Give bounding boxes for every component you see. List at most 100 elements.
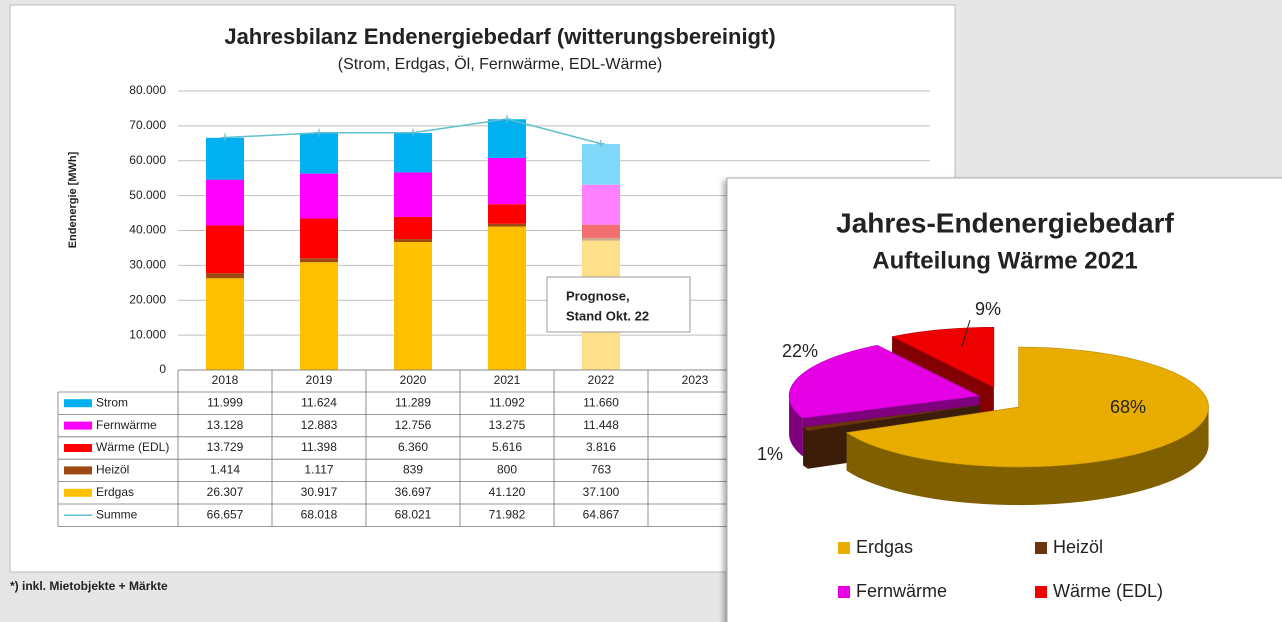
footnote: *) inkl. Mietobjekte + Märkte (10, 579, 168, 593)
x-tick-label: 2020 (400, 373, 427, 387)
bar-segment (206, 137, 244, 180)
bar-segment (206, 278, 244, 370)
sum-marker (409, 128, 417, 137)
legend-label: Wärme (EDL) (1053, 581, 1163, 601)
table-value: 3.816 (586, 440, 616, 454)
pie-subtitle: Aufteilung Wärme 2021 (872, 247, 1137, 274)
leader-line (961, 319, 971, 347)
x-tick-label: 2018 (212, 373, 239, 387)
legend-swatch (1035, 586, 1047, 598)
bar-segment (206, 225, 244, 274)
annotation: Stand Okt. 22 (566, 308, 649, 323)
table-value: 30.917 (301, 485, 338, 499)
bar-segment (394, 133, 432, 173)
table-value: 68.018 (301, 507, 338, 521)
x-tick-label: 2022 (588, 373, 615, 387)
annotation: Prognose, (566, 288, 630, 303)
legend-label: Erdgas (856, 537, 913, 557)
bar-segment (394, 239, 432, 243)
table-value: 36.697 (395, 485, 432, 499)
pie-slice (788, 344, 981, 419)
table-value: 41.120 (489, 485, 526, 499)
bar-segment (582, 184, 620, 225)
bar-segment (206, 273, 244, 279)
y-axis-label: Endenergie [MWh] (67, 151, 79, 248)
bar-segment (300, 173, 338, 219)
bar-segment (582, 144, 620, 185)
y-tick-label: 20.000 (129, 292, 166, 306)
table-value: 13.275 (489, 418, 526, 432)
pie-slice (891, 327, 995, 388)
legend-swatch (64, 488, 92, 497)
bar-segment (206, 179, 244, 226)
table-value: 13.128 (207, 418, 244, 432)
pie-slice (802, 404, 980, 432)
legend-swatch (64, 466, 92, 475)
table-value: 763 (591, 463, 611, 477)
bar-segment (488, 119, 526, 158)
table-value: 1.117 (304, 463, 333, 477)
table-value: 12.883 (301, 418, 338, 432)
y-tick-label: 50.000 (129, 188, 166, 202)
pie-slice (845, 346, 1209, 468)
table-value: 5.616 (492, 440, 522, 454)
bar-segment (300, 218, 338, 259)
table-value: 11.289 (395, 395, 431, 409)
pie-wall (846, 407, 1209, 506)
bar-segment (488, 223, 526, 227)
table-value: 6.360 (398, 440, 428, 454)
table-value: 11.092 (489, 395, 525, 409)
legend-label: Heizöl (96, 463, 129, 477)
pie-title: Jahres-Endenergiebedarf (836, 207, 1174, 238)
legend-swatch (838, 586, 850, 598)
bar-title: Jahresbilanz Endenergiebedarf (witterung… (224, 24, 775, 49)
table-value: 11.448 (583, 418, 619, 432)
bar-segment (488, 157, 526, 205)
table-value: 64.867 (583, 507, 620, 521)
sum-marker (315, 128, 323, 137)
y-tick-label: 40.000 (129, 223, 166, 237)
x-tick-label: 2021 (494, 373, 521, 387)
bar-subtitle: (Strom, Erdgas, Öl, Fernwärme, EDL-Wärme… (338, 55, 663, 73)
legend-label: Strom (96, 395, 128, 409)
legend-label: Fernwärme (96, 418, 157, 432)
legend-label: Erdgas (96, 485, 134, 499)
sum-marker (221, 133, 229, 142)
y-tick-label: 70.000 (129, 118, 166, 132)
annotation-box (546, 276, 691, 333)
legend-swatch (64, 444, 92, 452)
y-tick-label: 30.000 (129, 258, 166, 272)
legend-label: Fernwärme (856, 581, 947, 601)
table-value: 11.999 (207, 395, 243, 409)
bar-chart: 0 10.000 20.000 30.000 40.000 50.000 60.000 70.… (57, 83, 930, 527)
bar-segment (488, 204, 526, 224)
y-tick-label: 0 (159, 362, 166, 376)
pie-wall (803, 427, 808, 469)
pie-wall (789, 395, 803, 457)
table-value: 11.660 (583, 395, 619, 409)
legend-swatch (64, 399, 92, 408)
table-value: 839 (403, 463, 423, 477)
bar-segment (300, 133, 338, 174)
x-tick-label: 2019 (306, 373, 333, 387)
legend-swatch (1035, 542, 1047, 554)
legend-swatch (64, 421, 92, 430)
bar-segment (394, 216, 432, 240)
sum-marker (597, 139, 605, 148)
pie-label: 68% (1110, 397, 1146, 417)
y-tick-label: 60.000 (129, 153, 166, 167)
bar-segment (582, 224, 620, 238)
legend-label: Summe (96, 507, 138, 521)
bar-segment (582, 237, 620, 241)
bar-segment (394, 172, 432, 217)
y-tick-label: 80.000 (129, 83, 166, 97)
table-value: 37.100 (583, 485, 620, 499)
table-value: 800 (497, 463, 517, 477)
legend-swatch (838, 542, 850, 554)
table-value: 71.982 (489, 507, 526, 521)
table-value: 26.307 (207, 485, 244, 499)
sum-marker (503, 114, 511, 123)
table-value: 12.756 (395, 418, 432, 432)
